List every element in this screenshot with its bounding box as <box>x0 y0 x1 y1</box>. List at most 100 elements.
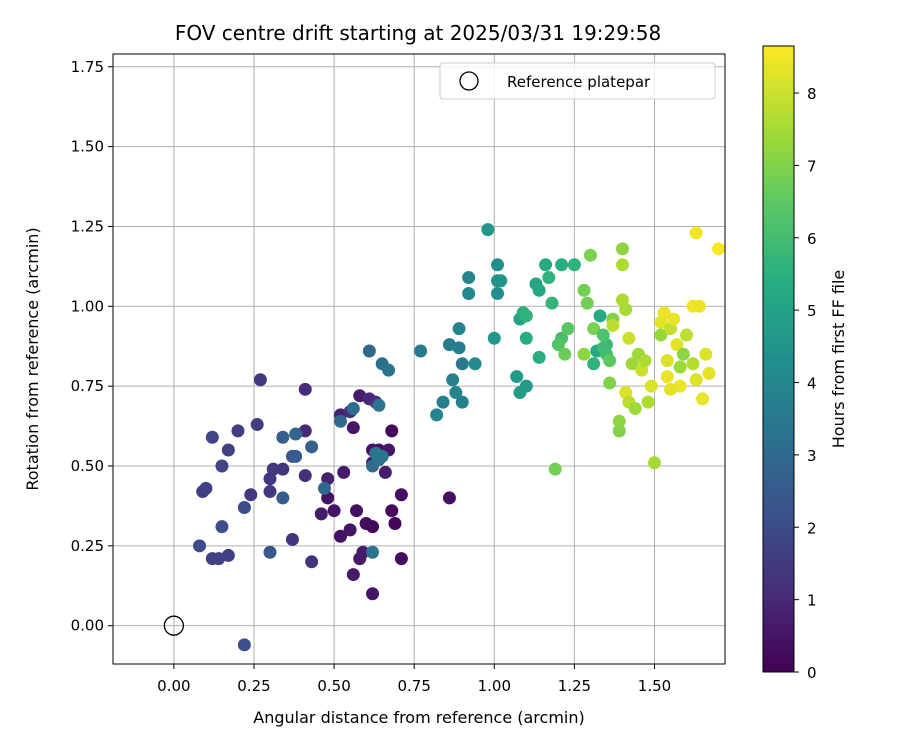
data-point <box>298 382 312 396</box>
colorbar-tick-label: 0 <box>807 664 817 682</box>
y-tick-label: 1.75 <box>71 58 104 76</box>
data-point <box>237 638 251 652</box>
data-point <box>519 309 533 323</box>
x-tick-label: 1.50 <box>638 677 671 695</box>
data-point <box>696 392 710 406</box>
data-point <box>266 462 280 476</box>
data-point <box>615 258 629 272</box>
data-point <box>644 379 658 393</box>
data-point <box>356 545 370 559</box>
data-point <box>414 344 428 358</box>
data-point <box>587 357 601 371</box>
data-point <box>314 507 328 521</box>
data-point <box>462 287 476 301</box>
x-tick-label: 0.75 <box>397 677 430 695</box>
data-point <box>276 462 290 476</box>
data-point <box>305 555 319 569</box>
data-point <box>657 306 671 320</box>
data-point <box>455 395 469 409</box>
data-point <box>548 462 562 476</box>
data-point <box>237 501 251 515</box>
data-point <box>394 488 408 502</box>
data-point <box>539 258 553 272</box>
data-point <box>686 357 700 371</box>
colorbar: 0 1 2 3 4 5 6 7 8 Hours from first FF file <box>762 45 848 682</box>
y-axis-label: Rotation from reference (arcmin) <box>23 227 42 490</box>
data-point <box>231 424 245 438</box>
data-point <box>253 373 267 387</box>
data-point <box>667 312 681 326</box>
data-point <box>343 523 357 537</box>
data-point <box>436 395 450 409</box>
data-point <box>519 379 533 393</box>
data-point <box>567 258 581 272</box>
x-tick-label: 0.00 <box>157 677 190 695</box>
data-point <box>366 520 380 534</box>
data-point <box>712 242 725 256</box>
data-point <box>660 370 674 384</box>
data-point <box>468 357 482 371</box>
y-tick-label: 1.25 <box>71 217 104 235</box>
data-point <box>603 376 617 390</box>
data-point <box>289 427 303 441</box>
data-point <box>276 491 290 505</box>
data-point <box>366 545 380 559</box>
y-tick-label: 1.00 <box>71 297 104 315</box>
x-tick-label: 0.25 <box>237 677 270 695</box>
data-point <box>333 529 347 543</box>
data-point <box>244 488 258 502</box>
data-point <box>346 568 360 582</box>
data-point <box>689 373 703 387</box>
data-point <box>494 274 508 288</box>
data-points <box>193 223 725 652</box>
data-point <box>532 283 546 297</box>
data-point <box>333 414 347 428</box>
data-point <box>625 357 639 371</box>
legend: Reference platepar <box>439 62 716 100</box>
data-point <box>660 354 674 368</box>
chart-title: FOV centre drift starting at 2025/03/31 … <box>175 21 661 45</box>
data-point <box>369 446 383 460</box>
data-point <box>394 552 408 566</box>
data-point <box>551 338 565 352</box>
data-point <box>510 370 524 384</box>
colorbar-tick-label: 8 <box>807 85 817 103</box>
data-point <box>680 328 694 342</box>
data-point <box>532 350 546 364</box>
colorbar-gradient <box>762 45 795 673</box>
data-point <box>346 421 360 435</box>
data-point <box>542 271 556 285</box>
data-point <box>587 322 601 336</box>
data-point <box>519 331 533 345</box>
data-point <box>673 360 687 374</box>
data-point <box>212 552 226 566</box>
data-point <box>619 302 633 316</box>
data-point <box>670 338 684 352</box>
data-point <box>305 440 319 454</box>
y-tick-label: 0.50 <box>71 457 104 475</box>
data-point <box>346 402 360 416</box>
colorbar-ticks: 0 1 2 3 4 5 6 7 8 <box>794 85 817 682</box>
legend-entry-label: Reference platepar <box>507 73 651 91</box>
data-point <box>327 504 341 518</box>
y-tick-label: 0.75 <box>71 377 104 395</box>
y-tick-label: 0.00 <box>71 617 104 635</box>
data-point <box>378 465 392 479</box>
data-point <box>449 386 463 400</box>
data-point <box>702 366 716 380</box>
y-tick-label: 1.50 <box>71 138 104 156</box>
data-point <box>689 226 703 240</box>
data-point <box>298 469 312 483</box>
data-point <box>676 347 690 361</box>
data-point <box>491 287 505 301</box>
data-point <box>430 408 444 422</box>
data-point <box>366 587 380 601</box>
x-axis-label: Angular distance from reference (arcmin) <box>253 708 584 727</box>
data-point <box>263 485 277 499</box>
data-point <box>583 248 597 262</box>
data-point <box>628 402 642 416</box>
data-point <box>289 449 303 463</box>
data-point <box>648 456 662 470</box>
data-point <box>250 417 264 431</box>
y-tick-label: 0.25 <box>71 537 104 555</box>
